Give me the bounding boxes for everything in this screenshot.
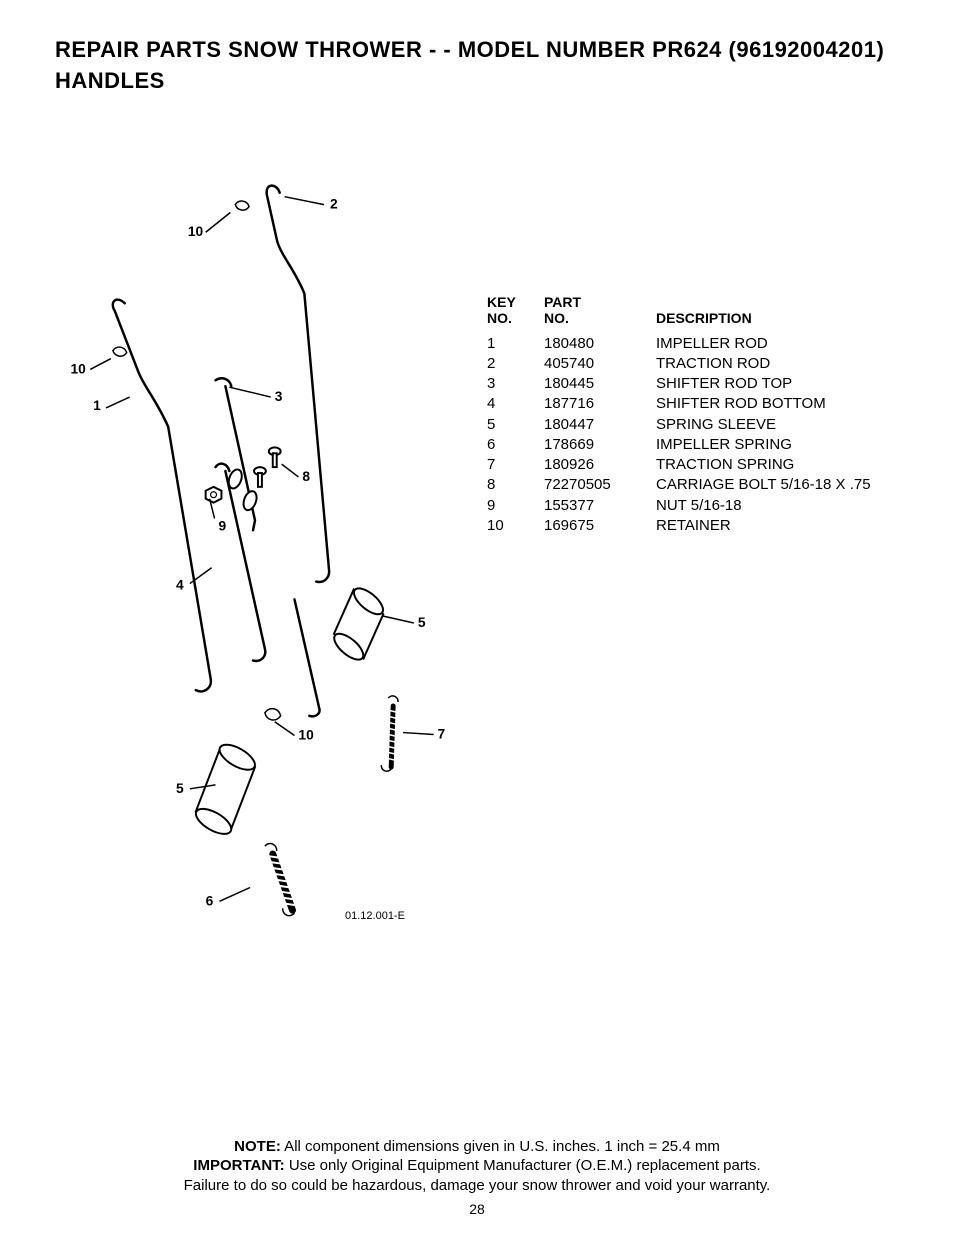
callout-line: [403, 733, 434, 735]
callout-number: 9: [218, 517, 226, 533]
cell-key: 4: [487, 395, 542, 413]
cell-desc: NUT 5/16-18: [656, 496, 889, 514]
table-row: 5180447SPRING SLEEVE: [487, 415, 889, 433]
cell-desc: RETAINER: [656, 516, 889, 534]
callout-line: [282, 464, 299, 477]
table-row: 2405740TRACTION ROD: [487, 354, 889, 372]
table-row: 7180926TRACTION SPRING: [487, 456, 889, 474]
cell-part: 180447: [544, 415, 654, 433]
cell-part: 169675: [544, 516, 654, 534]
cell-key: 5: [487, 415, 542, 433]
table-header-row: KEYNO. PARTNO. DESCRIPTION: [487, 294, 889, 332]
title-line-2: HANDLES: [55, 68, 165, 93]
cell-part: 187716: [544, 395, 654, 413]
cell-desc: IMPELLER SPRING: [656, 435, 889, 453]
cell-part: 178669: [544, 435, 654, 453]
cell-key: 2: [487, 354, 542, 372]
callout-line: [229, 387, 270, 397]
cell-key: 3: [487, 375, 542, 393]
callout-number: 8: [302, 468, 310, 484]
parts-table: KEYNO. PARTNO. DESCRIPTION 1180480IMPELL…: [485, 292, 891, 537]
callout-number: 5: [418, 614, 426, 630]
callout-line: [90, 359, 111, 370]
note-label: NOTE:: [234, 1138, 281, 1155]
footer-line-1: NOTE: All component dimensions given in …: [0, 1137, 954, 1157]
callout-line: [106, 397, 130, 408]
callout-line: [219, 888, 250, 902]
cell-desc: CARRIAGE BOLT 5/16-18 X .75: [656, 476, 889, 494]
cell-desc: TRACTION ROD: [656, 354, 889, 372]
cell-key: 9: [487, 496, 542, 514]
callout-number: 5: [176, 780, 184, 796]
callout-line: [206, 213, 231, 233]
cell-desc: SPRING SLEEVE: [656, 415, 889, 433]
cell-part: 155377: [544, 496, 654, 514]
callout-number: 6: [206, 892, 214, 908]
cell-key: 10: [487, 516, 542, 534]
header-part: PARTNO.: [544, 294, 654, 332]
page-title: REPAIR PARTS SNOW THROWER - - MODEL NUMB…: [55, 35, 899, 97]
diagram-code: 01.12.001-E: [345, 910, 405, 922]
table-row: 1180480IMPELLER ROD: [487, 334, 889, 352]
callout-number: 2: [330, 196, 338, 212]
cell-key: 8: [487, 476, 542, 494]
header-key: KEYNO.: [487, 294, 542, 332]
cell-part: 180926: [544, 456, 654, 474]
note-text: All component dimensions given in U.S. i…: [281, 1138, 720, 1155]
footer-line-3: Failure to do so could be hazardous, dam…: [0, 1176, 954, 1196]
callout-number: 10: [188, 223, 204, 239]
exploded-diagram: 2 10 10 1 3 8 9 4 5 10 7 5 6 01.12.001-E: [55, 175, 455, 925]
callout-line: [275, 722, 295, 736]
page-number: 28: [0, 1201, 954, 1217]
title-line-1: REPAIR PARTS SNOW THROWER - - MODEL NUMB…: [55, 37, 884, 62]
callout-line: [285, 197, 324, 205]
cell-part: 180480: [544, 334, 654, 352]
cell-desc: SHIFTER ROD BOTTOM: [656, 395, 889, 413]
callout-number: 10: [298, 726, 314, 742]
callout-number: 1: [93, 397, 101, 413]
cell-desc: TRACTION SPRING: [656, 456, 889, 474]
table-row: 872270505CARRIAGE BOLT 5/16-18 X .75: [487, 476, 889, 494]
callout-number: 10: [70, 360, 86, 376]
diagram-svg: 2 10 10 1 3 8 9 4 5 10 7 5 6: [55, 175, 455, 925]
cell-desc: SHIFTER ROD TOP: [656, 375, 889, 393]
header-desc: DESCRIPTION: [656, 294, 889, 332]
cell-key: 1: [487, 334, 542, 352]
table-row: 6178669IMPELLER SPRING: [487, 435, 889, 453]
cell-key: 6: [487, 435, 542, 453]
table-row: 9155377NUT 5/16-18: [487, 496, 889, 514]
cell-part: 180445: [544, 375, 654, 393]
footer-line-2: IMPORTANT: Use only Original Equipment M…: [0, 1156, 954, 1176]
table-row: 4187716SHIFTER ROD BOTTOM: [487, 395, 889, 413]
cell-part: 405740: [544, 354, 654, 372]
callout-number: 4: [176, 576, 184, 592]
important-text: Use only Original Equipment Manufacturer…: [285, 1157, 761, 1174]
callout-line: [383, 616, 414, 623]
footer-notes: NOTE: All component dimensions given in …: [0, 1137, 954, 1196]
table-row: 3180445SHIFTER ROD TOP: [487, 375, 889, 393]
important-label: IMPORTANT:: [193, 1157, 284, 1174]
callout-number: 3: [275, 388, 283, 404]
cell-desc: IMPELLER ROD: [656, 334, 889, 352]
cell-key: 7: [487, 456, 542, 474]
callout-number: 7: [438, 725, 446, 741]
table-row: 10169675RETAINER: [487, 516, 889, 534]
cell-part: 72270505: [544, 476, 654, 494]
